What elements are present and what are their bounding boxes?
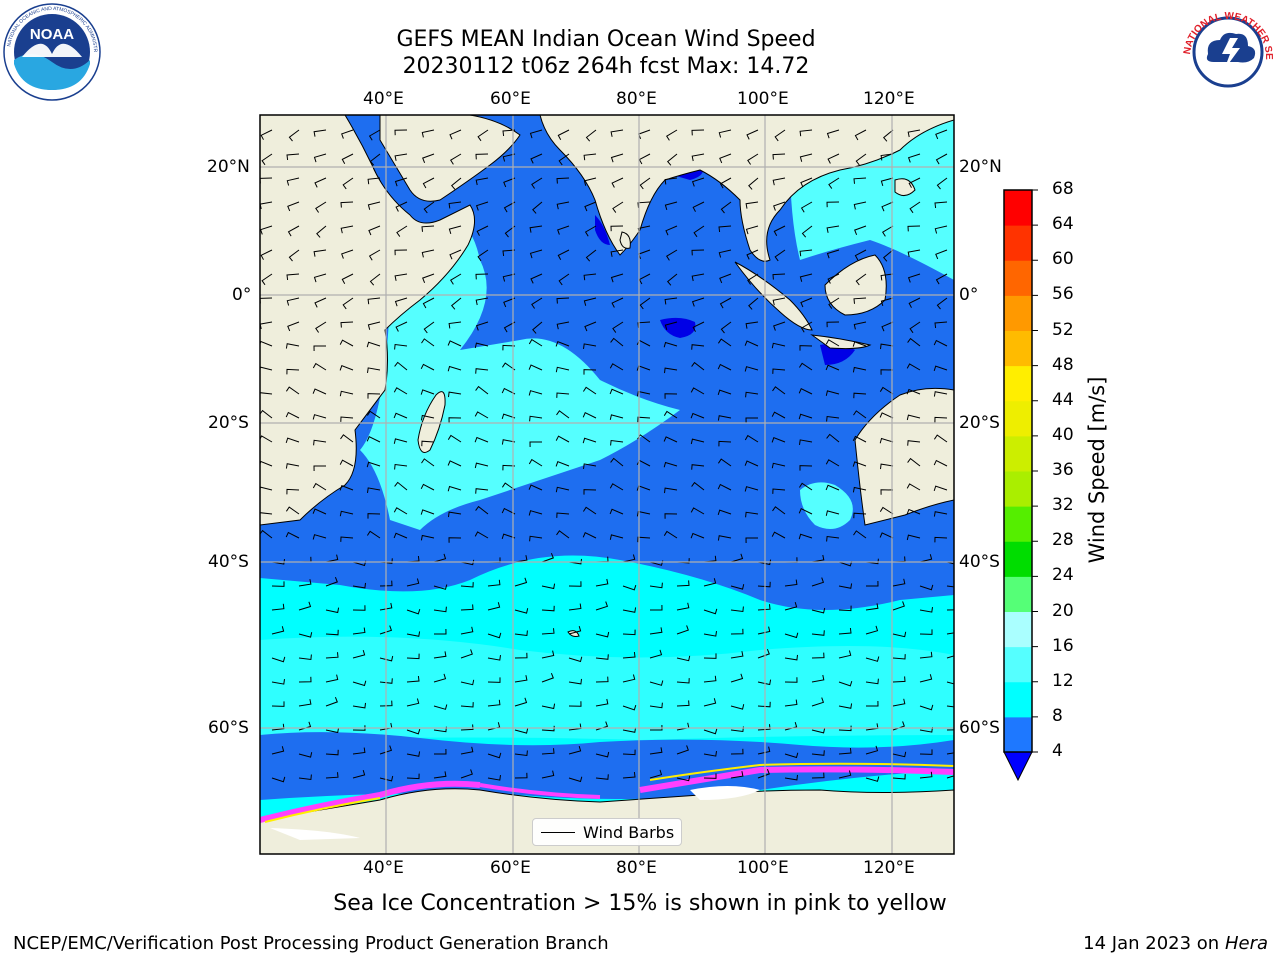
colorbar-tick-label: 32 (1052, 495, 1074, 516)
footer-credit: NCEP/EMC/Verification Post Processing Pr… (13, 933, 609, 954)
lat-tick-left-2: 0° (232, 285, 252, 305)
lon-tick-bottom-1: 40°E (363, 858, 404, 878)
lat-tick-right-3: 20°S (959, 413, 1000, 433)
colorbar-tick-label: 36 (1052, 460, 1074, 480)
footer-machine: Hera (1224, 933, 1268, 954)
lat-tick-right-2: 0° (959, 285, 979, 305)
wind-barb-legend-line (541, 832, 575, 833)
colorbar-title: Wind Speed [m/s] (1085, 376, 1109, 564)
colorbar-tick-label: 16 (1052, 635, 1074, 656)
colorbar-tick-label: 8 (1052, 705, 1063, 726)
footer-date: 14 Jan 2023 on Hera (1083, 933, 1268, 954)
colorbar-tick-label: 40 (1052, 424, 1074, 445)
lat-tick-left-4: 40°S (208, 552, 249, 572)
lon-tick-top-3: 80°E (616, 89, 657, 109)
footer-date-text: 14 Jan 2023 on (1083, 933, 1220, 954)
lon-tick-top-5: 120°E (863, 89, 915, 109)
map-legend: Wind Barbs (532, 818, 682, 846)
lon-tick-top-1: 40°E (363, 89, 404, 109)
chart-title: GEFS MEAN Indian Ocean Wind Speed (396, 27, 816, 52)
colorbar-tick-label: 24 (1052, 565, 1074, 586)
chart-subtitle: 20230112 t06z 264h fcst Max: 14.72 (402, 54, 810, 79)
lat-tick-right-5: 60°S (959, 718, 1000, 738)
asia-landmass (539, 115, 954, 262)
trade-wind-band (360, 226, 680, 530)
svg-text:NOAA: NOAA (30, 26, 74, 43)
colorbar-tick-label: 56 (1052, 284, 1074, 305)
lon-tick-top-2: 60°E (490, 89, 531, 109)
lat-tick-left-5: 60°S (208, 718, 249, 738)
lat-tick-left-1: 20°N (207, 157, 250, 177)
colorbar-tick-label: 64 (1052, 214, 1074, 235)
lon-tick-bottom-5: 120°E (863, 858, 915, 878)
lon-tick-bottom-2: 60°E (490, 858, 531, 878)
lat-tick-right-4: 40°S (959, 552, 1000, 572)
colorbar-tick-label: 20 (1052, 600, 1074, 621)
colorbar-tick-label: 60 (1052, 249, 1074, 270)
colorbar-tick-label: 12 (1052, 670, 1074, 691)
lat-tick-right-1: 20°N (959, 157, 1002, 177)
noaa-logo: NOAA NATIONAL OCEANIC AND ATMOSPHERIC AD… (2, 2, 101, 101)
lon-tick-bottom-3: 80°E (616, 858, 657, 878)
nws-logo: NATIONAL WEATHER SERVICE (1178, 2, 1276, 100)
colorbar-tick-label: 52 (1052, 319, 1074, 340)
colorbar-tick-label: 48 (1052, 354, 1074, 375)
lat-tick-left-3: 20°S (208, 413, 249, 433)
colorbar-tick-label: 68 (1052, 179, 1074, 199)
colorbar-tick-label: 44 (1052, 389, 1074, 410)
madagascar (417, 391, 446, 453)
lon-tick-bottom-4: 100°E (737, 858, 789, 878)
lon-tick-top-4: 100°E (737, 89, 789, 109)
sea-ice-note: Sea Ice Concentration > 15% is shown in … (333, 891, 947, 916)
colorbar-tick-label: 4 (1052, 741, 1063, 761)
legend-label: Wind Barbs (583, 823, 675, 842)
colorbar-tick-label: 28 (1052, 530, 1074, 551)
